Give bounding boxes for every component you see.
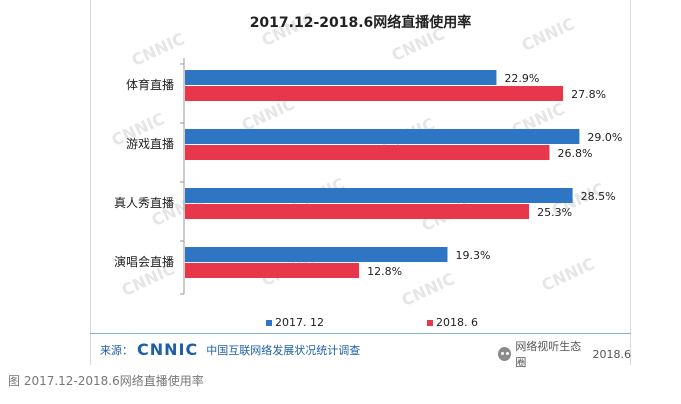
category-label: 真人秀直播 [114, 196, 174, 210]
source-line: 来源： CNNIC 中国互联网络发展状况统计调查 [100, 340, 360, 359]
category-label: 体育直播 [126, 77, 174, 92]
figure-caption: 图 2017.12-2018.6网络直播使用率 [8, 374, 204, 388]
bar-2018-6 [185, 204, 530, 219]
bar-2017-12 [185, 70, 497, 85]
wechat-icon [498, 347, 512, 361]
legend-label-2017: 2017. 12 [275, 316, 324, 329]
bar-2018-6 [185, 263, 360, 278]
bar-chart: 体育直播 22.9% 27.8% 游戏直播 29.0% 26.8% 真人秀直播 28.5% 25… [114, 58, 622, 295]
chart-title: 2017.12-2018.6网络直播使用率 [249, 15, 472, 31]
category-label: 演唱会直播 [114, 254, 174, 269]
data-label: 22.9% [504, 72, 539, 85]
footer-year: 2018.6 [592, 347, 632, 361]
bar-2017-12 [185, 247, 448, 262]
data-label: 19.3% [455, 249, 490, 262]
bar-2017-12 [185, 129, 580, 144]
data-label: 28.5% [581, 190, 616, 203]
data-label: 27.8% [571, 88, 606, 101]
data-label: 25.3% [537, 206, 572, 219]
data-label: 26.8% [557, 147, 592, 160]
category-label: 游戏直播 [126, 137, 174, 151]
source-label: 来源： [100, 343, 133, 357]
bar-2018-6 [185, 145, 550, 160]
wechat-account: 网络视听生态圈 2018.6 [498, 338, 631, 370]
legend-swatch-2017 [266, 319, 272, 326]
legend-item-2017: 2017. 12 [266, 316, 324, 329]
data-label: 12.8% [367, 265, 402, 278]
legend-item-2018: 2018. 6 [427, 316, 478, 329]
footer-divider [90, 333, 631, 334]
data-label: 29.0% [587, 131, 622, 144]
chart-frame: CNNIC CNNIC CNNIC CNNIC CNNIC CNNIC CNNIC CNNIC… [90, 0, 631, 369]
legend-label-2018: 2018. 6 [436, 316, 478, 329]
chart-border [90, 0, 631, 365]
wechat-account-name: 网络视听生态圈 [515, 340, 582, 369]
bar-2017-12 [185, 188, 573, 203]
cnnic-org-name: 中国互联网络发展状况统计调查 [206, 343, 361, 357]
bar-2018-6 [185, 86, 564, 101]
legend-swatch-2018 [427, 319, 433, 326]
cnnic-logo: CNNIC [137, 340, 199, 359]
legend: 2017. 12 2018. 6 [90, 316, 631, 330]
